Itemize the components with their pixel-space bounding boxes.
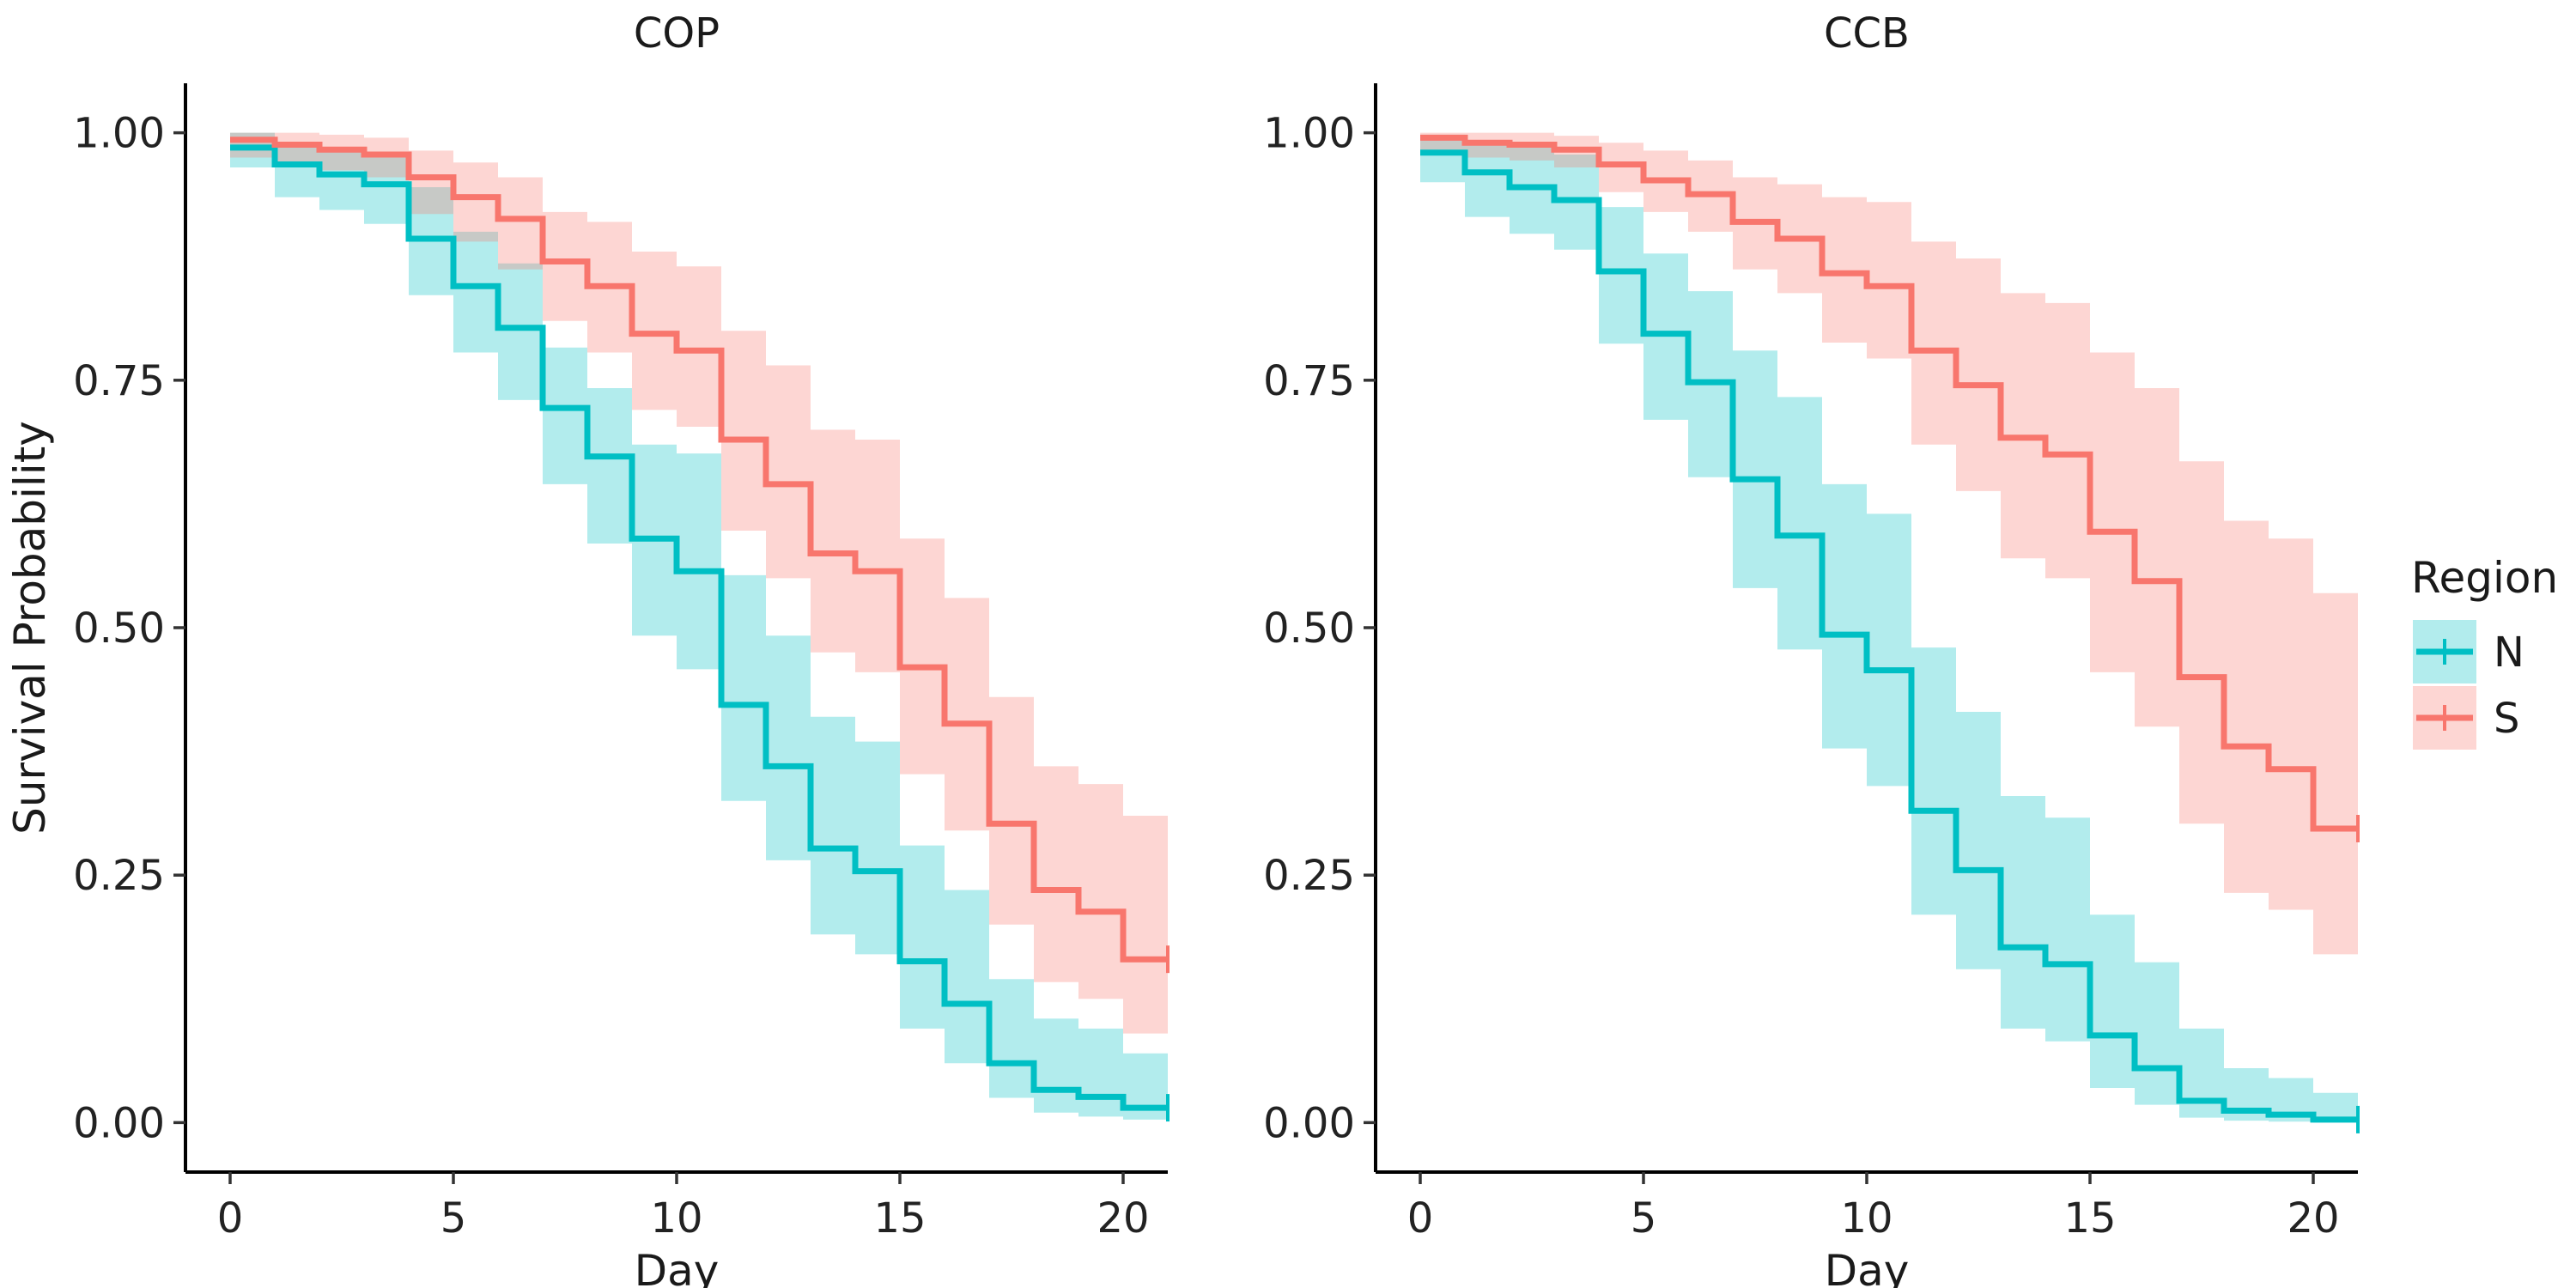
survival-curve-s (230, 137, 1168, 963)
y-tick-label: 0.50 (73, 605, 165, 653)
x-tick-label: 10 (1840, 1194, 1893, 1242)
confidence-band-s (230, 132, 1168, 1034)
y-tick-label: 0.75 (73, 357, 165, 405)
x-tick-label: 15 (2063, 1194, 2116, 1242)
legend-title: Region (2411, 553, 2558, 603)
legend-label-n: N (2494, 629, 2524, 677)
confidence-band-n (230, 132, 1168, 1120)
x-tick-label: 15 (873, 1194, 926, 1242)
y-tick-label: 0.25 (73, 852, 165, 900)
survival-curve-s (1420, 134, 2358, 832)
survival-curve-n (230, 144, 1168, 1111)
panel-cop: 0 5 10 15 20 0.00 0.25 0.50 0.75 1.00 COP Day Surviv… (5, 9, 1170, 1288)
x-tick-label: 0 (217, 1194, 244, 1242)
x-tick-label: 20 (2287, 1194, 2339, 1242)
x-tick-label: 10 (650, 1194, 702, 1242)
x-tick-label: 5 (1631, 1194, 1657, 1242)
y-tick-label: 1.00 (73, 110, 165, 158)
y-tick-label: 0.25 (1263, 852, 1355, 900)
y-tick-label: 0.75 (1263, 357, 1355, 405)
legend: Region N S (2411, 553, 2558, 750)
x-tick-label: 20 (1097, 1194, 1149, 1242)
x-axis-title: Day (635, 1246, 720, 1288)
y-tick-label: 1.00 (1263, 110, 1355, 158)
y-tick-label: 0.00 (73, 1099, 165, 1147)
chart-panels: 0 5 10 15 20 0.00 0.25 0.50 0.75 1.00 COP Day Surviv… (5, 9, 2360, 1288)
panel-title: CCB (1824, 9, 1910, 58)
x-axis-title: Day (1825, 1246, 1910, 1288)
y-tick-label: 0.00 (1263, 1099, 1355, 1147)
y-axis-title: Survival Probability (5, 421, 55, 835)
confidence-band-s (1420, 132, 2358, 955)
panel-title: COP (634, 9, 720, 58)
survival-curve-n (1420, 149, 2358, 1123)
y-tick-label: 0.50 (1263, 605, 1355, 653)
x-tick-label: 0 (1407, 1194, 1434, 1242)
legend-item-s: S (2413, 686, 2519, 750)
x-tick-label: 5 (440, 1194, 467, 1242)
legend-item-n: N (2413, 620, 2524, 683)
panel-ccb: 0 5 10 15 20 0.00 0.25 0.50 0.75 1.00 CCB Day (1263, 9, 2360, 1288)
legend-label-s: S (2494, 695, 2519, 743)
confidence-band-n (1420, 134, 2358, 1123)
